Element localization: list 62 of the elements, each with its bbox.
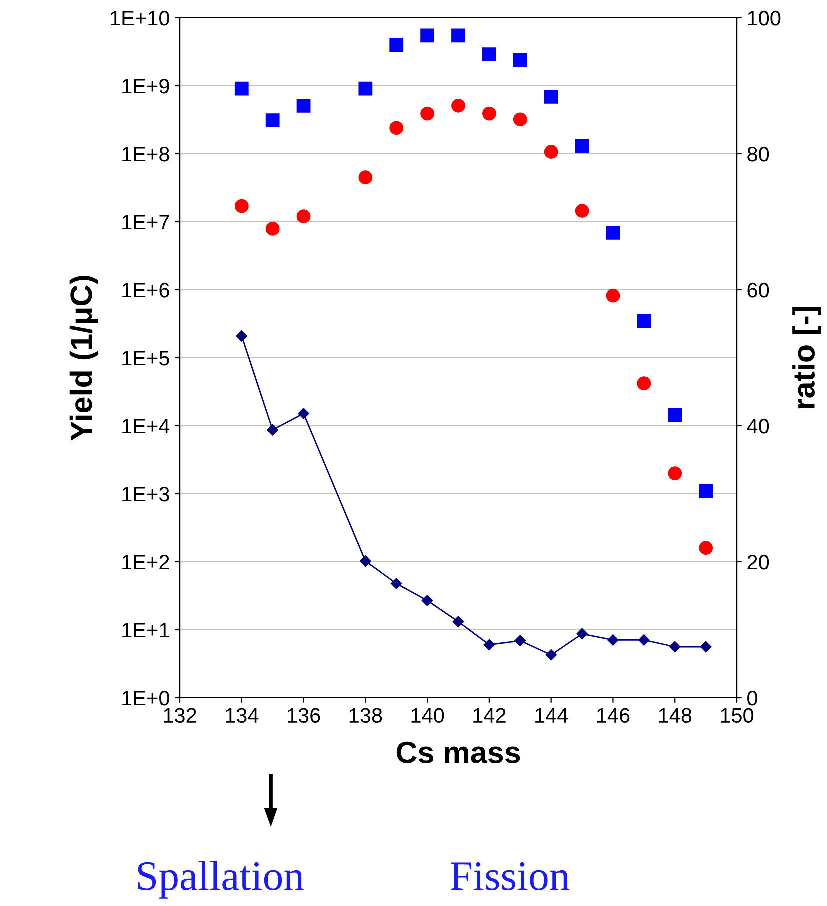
point xyxy=(420,28,434,43)
y-tick-label: 1E+0 xyxy=(122,691,170,706)
point xyxy=(513,53,528,68)
point xyxy=(266,114,280,128)
point xyxy=(575,139,590,154)
x-tick-label: 134 xyxy=(226,708,259,724)
point xyxy=(234,199,249,214)
y-tick-label: 1E+8 xyxy=(122,147,170,162)
point xyxy=(296,210,311,224)
point xyxy=(358,170,373,185)
x-tick-label: 132 xyxy=(164,708,196,724)
text: Spallation xyxy=(138,861,304,899)
point xyxy=(513,112,528,127)
point xyxy=(452,98,466,113)
point xyxy=(606,226,620,240)
point xyxy=(544,90,558,104)
point xyxy=(606,288,620,303)
y2-tick-label: 100 xyxy=(748,11,781,26)
y-tick-label: 1E+3 xyxy=(122,487,170,502)
point xyxy=(637,376,652,391)
y-tick-label: 1E+6 xyxy=(122,283,170,298)
y-tick-label: 1E+2 xyxy=(122,555,170,570)
point xyxy=(699,484,713,498)
x-tick-label: 146 xyxy=(597,708,630,724)
x-tick-label: 144 xyxy=(536,708,568,723)
point xyxy=(482,48,496,62)
x-tick-label: 148 xyxy=(659,708,692,724)
x-tick-label: 150 xyxy=(721,708,754,724)
y-tick-label: 1E+10 xyxy=(111,11,170,26)
point xyxy=(699,541,713,556)
point xyxy=(266,222,280,236)
x-tick-label: 136 xyxy=(288,708,320,724)
point xyxy=(668,466,682,480)
y-tick-label: 1E+7 xyxy=(122,215,170,230)
point xyxy=(390,38,404,52)
point xyxy=(390,121,404,136)
point xyxy=(296,98,311,113)
x-axis-title: Cs mass xyxy=(396,742,520,764)
y2-tick-label: 20 xyxy=(748,555,770,570)
y-tick-label: 1E+9 xyxy=(122,79,170,94)
point xyxy=(544,145,558,159)
x-tick-label: 140 xyxy=(412,708,444,724)
text: Fission xyxy=(450,862,570,890)
y-tick-label: 1E+5 xyxy=(122,351,170,366)
point xyxy=(637,314,652,328)
y2-tick-label: 60 xyxy=(748,283,770,298)
y-tick-label: 1E+1 xyxy=(122,623,170,638)
y2-axis-title: ratio [-] xyxy=(792,307,822,409)
y-tick-label: 1E+4 xyxy=(122,419,170,434)
y2-tick-label: 80 xyxy=(748,147,770,162)
point xyxy=(358,82,373,96)
y2-tick-label: 40 xyxy=(747,419,770,434)
point xyxy=(575,204,590,218)
y-axis-title: Yield (1/μC) xyxy=(70,276,98,441)
point xyxy=(452,28,466,43)
point xyxy=(482,106,496,121)
point xyxy=(234,82,249,96)
point xyxy=(668,408,682,422)
x-tick-label: 138 xyxy=(350,708,382,724)
x-tick-label: 142 xyxy=(474,708,506,723)
point xyxy=(420,106,434,121)
y2-tick-label: 0 xyxy=(748,691,758,706)
